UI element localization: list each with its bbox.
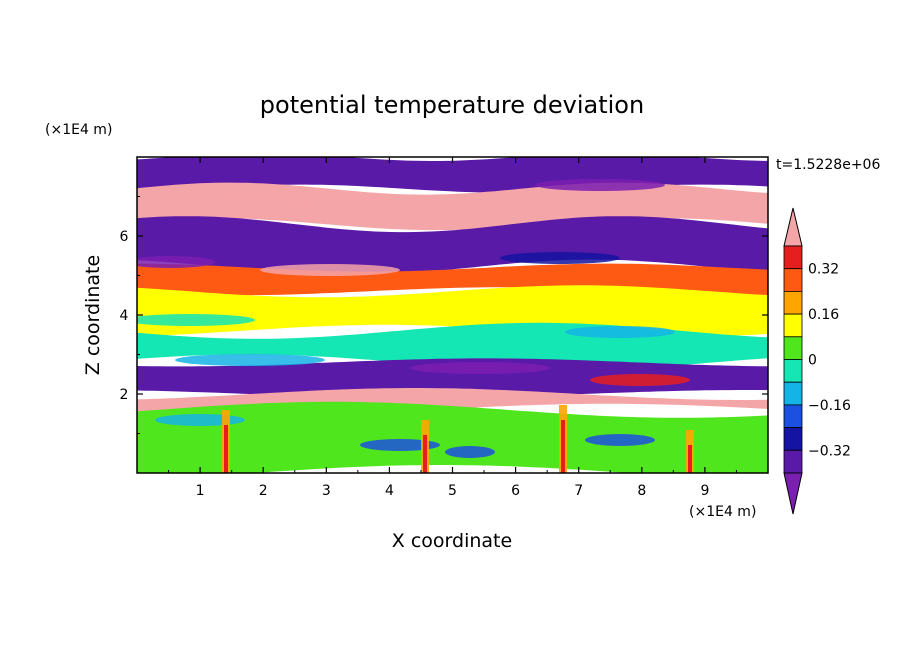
colorbar-segment — [783, 404, 803, 428]
field-streak — [445, 446, 495, 458]
colorbar-segment — [783, 245, 803, 270]
field-streak — [500, 252, 620, 264]
y-tick-label: 6 — [120, 229, 129, 245]
field-streak — [535, 179, 665, 191]
colorbar-segment — [783, 268, 803, 292]
field-streak — [220, 192, 380, 204]
field-streak — [410, 362, 550, 374]
x-tick-label: 8 — [637, 483, 646, 499]
colorbar-segment — [783, 336, 803, 360]
x-tick-label: 9 — [700, 483, 709, 499]
temperature-field — [137, 157, 768, 473]
colorbar-segment — [783, 449, 803, 474]
y-ticks: 2 4 6 — [120, 196, 768, 434]
colorbar-segment — [783, 313, 803, 338]
colorbar-max-triangle — [783, 207, 803, 247]
field-streak — [585, 434, 655, 446]
field-streak — [137, 314, 255, 326]
y-tick-label: 4 — [120, 308, 129, 324]
colorbar-label: 0.32 — [808, 262, 839, 278]
x-tick-label: 4 — [385, 483, 394, 499]
x-tick-label: 3 — [322, 483, 331, 499]
colorbar-label: −0.16 — [808, 398, 851, 414]
field-streak — [175, 354, 325, 366]
field-plume-core — [224, 425, 228, 473]
colorbar: 0.32 0.16 0 −0.16 −0.32 — [783, 207, 851, 515]
colorbar-segment — [783, 381, 803, 406]
field-streak — [137, 256, 215, 268]
x-ticks: 1 2 3 4 5 6 7 8 9 — [168, 157, 737, 499]
field-layer — [137, 216, 768, 276]
colorbar-label: −0.32 — [808, 443, 851, 459]
colorbar-label: 0 — [808, 353, 817, 369]
field-plume-core — [561, 420, 565, 473]
y-axis-label: Z coordinate — [82, 255, 104, 375]
colorbar-min-triangle — [783, 472, 803, 515]
colorbar-segment — [783, 427, 803, 451]
field-streak — [260, 264, 400, 276]
field-plume-core — [688, 445, 692, 473]
field-streak — [360, 439, 440, 451]
field-streak — [565, 326, 675, 338]
y-tick-label: 2 — [120, 387, 129, 403]
x-axis-label: X coordinate — [392, 530, 512, 552]
field-layer — [137, 401, 768, 473]
field-streak — [590, 374, 690, 386]
time-label: t=1.5228e+06 — [776, 157, 880, 173]
field-plume-core — [423, 435, 427, 473]
field-streak — [350, 309, 510, 321]
field-layer — [137, 358, 768, 398]
x-tick-label: 7 — [574, 483, 583, 499]
x-tick-label: 6 — [511, 483, 520, 499]
colorbar-segment — [783, 290, 803, 315]
colorbar-label: 0.16 — [808, 307, 839, 323]
y-unit-label: (×1E4 m) — [45, 122, 112, 138]
colorbar-segment — [783, 359, 803, 383]
x-tick-label: 1 — [196, 483, 205, 499]
x-tick-label: 5 — [448, 483, 457, 499]
x-unit-label: (×1E4 m) — [689, 504, 756, 520]
chart-title: potential temperature deviation — [260, 91, 644, 119]
field-streak — [155, 414, 245, 426]
x-tick-label: 2 — [259, 483, 268, 499]
